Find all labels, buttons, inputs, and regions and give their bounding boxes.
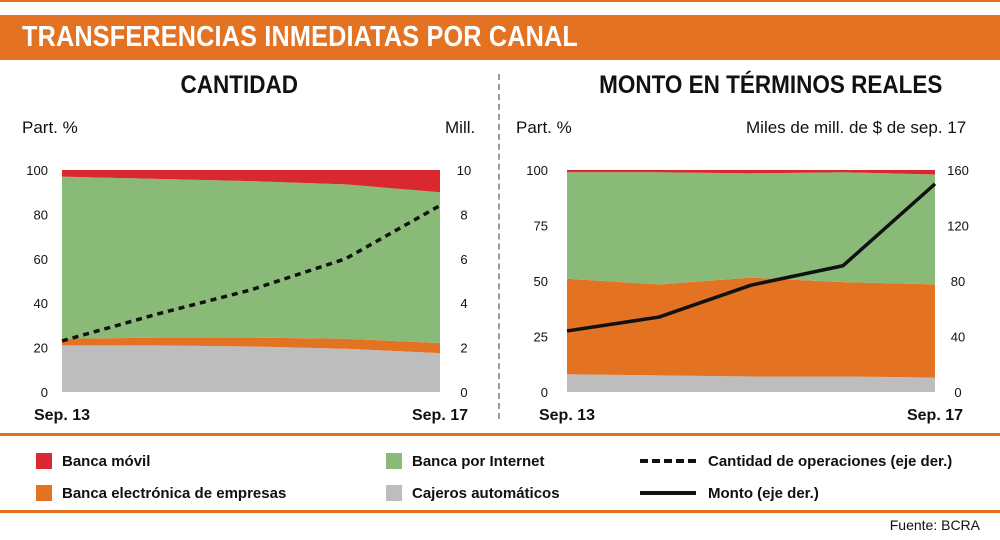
banca-movil-swatch [36, 453, 52, 469]
monto-area-banca-por-internet [567, 172, 935, 285]
cantidad-right-tick-label: 6 [460, 252, 467, 267]
cantidad-right-tick-label: 10 [457, 163, 471, 178]
monto-right-tick-label: 120 [947, 219, 969, 234]
monto-line-monto-eje-der [566, 182, 937, 333]
monto-left-tick-label: 0 [541, 385, 548, 400]
source-note: Fuente: BCRA [889, 517, 980, 533]
cantidad-x-tick-label: Sep. 17 [412, 407, 468, 424]
legend-cantidad-line-label: Cantidad de operaciones (eje der.) [708, 452, 953, 470]
cantidad-right-tick-label: 0 [460, 385, 467, 400]
left-chart-left-unit: Part. % [22, 118, 78, 137]
legend-banca-internet: Banca por Internet [386, 449, 545, 473]
legend-bottom-rule [0, 510, 1000, 513]
left-chart-right-unit: Mill. [445, 118, 476, 137]
cantidad-area-banca-electronica-de-empresas [62, 337, 440, 354]
monto-left-tick-label: 75 [534, 219, 548, 234]
top-rule [0, 0, 1000, 2]
legend-banca-movil: Banca móvil [36, 449, 150, 473]
monto-chart: 0 25 50 75 100 0 40 80 120 160 Sep. 13 Sep. 17 [526, 163, 969, 424]
monto-left-tick-label: 25 [534, 330, 548, 345]
monto-right-tick-label: 0 [954, 385, 961, 400]
monto-right-tick-label: 40 [951, 330, 965, 345]
monto-x-tick-label: Sep. 17 [907, 407, 963, 424]
left-panel-title: CANTIDAD [180, 71, 299, 99]
legend-cajeros: Cajeros automáticos [386, 481, 560, 505]
legend-banca-movil-label: Banca móvil [62, 452, 151, 470]
legend-monto-line-label: Monto (eje der.) [708, 484, 819, 502]
legend-banca-internet-label: Banca por Internet [412, 452, 545, 470]
cantidad-area-cajeros-automaticos [62, 345, 440, 392]
title-banner: TRANSFERENCIAS INMEDIATAS POR CANAL [0, 15, 1000, 60]
cantidad-right-tick-label: 2 [460, 341, 467, 356]
monto-area-cajeros-automaticos [567, 374, 935, 392]
banca-empresas-swatch [36, 485, 52, 501]
legend-top-rule [0, 433, 1000, 436]
cantidad-right-tick-label: 4 [460, 296, 467, 311]
cantidad-left-tick-label: 40 [34, 296, 48, 311]
monto-left-tick-label: 50 [534, 274, 548, 289]
cantidad-right-tick-label: 8 [460, 207, 467, 222]
monto-area-banca-electronica-de-empresas [567, 277, 935, 378]
panel-divider [498, 74, 500, 419]
banca-internet-swatch [386, 453, 402, 469]
cantidad-left-tick-label: 60 [34, 252, 48, 267]
cantidad-area-banca-por-internet [62, 176, 440, 344]
right-chart-left-unit: Part. % [516, 118, 572, 137]
cajeros-swatch [386, 485, 402, 501]
legend-banca-empresas-label: Banca electrónica de empresas [62, 484, 287, 502]
right-chart-right-unit: Miles de mill. de $ de sep. 17 [746, 118, 967, 137]
cantidad-left-tick-label: 20 [34, 341, 48, 356]
monto-area-banca-movil [567, 170, 935, 175]
main-title: TRANSFERENCIAS INMEDIATAS POR CANAL [22, 21, 579, 53]
legend-monto-line: Monto (eje der.) [640, 481, 819, 505]
legend-cajeros-label: Cajeros automáticos [412, 484, 560, 502]
dashed-line-swatch [640, 459, 696, 463]
cantidad-area-banca-movil [62, 170, 440, 193]
cantidad-left-tick-label: 100 [26, 163, 48, 178]
right-panel-title: MONTO EN TÉRMINOS REALES [599, 71, 943, 99]
cantidad-left-tick-label: 80 [34, 207, 48, 222]
solid-line-swatch [640, 491, 696, 495]
legend-cantidad-line: Cantidad de operaciones (eje der.) [640, 449, 952, 473]
cantidad-chart: 0 20 40 60 80 100 0 2 4 6 8 10 Sep. 13 Sep. 17 [26, 163, 471, 424]
monto-right-tick-label: 80 [951, 274, 965, 289]
monto-right-tick-label: 160 [947, 163, 969, 178]
monto-x-tick-label: Sep. 13 [539, 407, 595, 424]
legend-banca-empresas: Banca electrónica de empresas [36, 481, 286, 505]
monto-left-tick-label: 100 [526, 163, 548, 178]
cantidad-x-tick-label: Sep. 13 [34, 407, 90, 424]
cantidad-left-tick-label: 0 [41, 385, 48, 400]
cantidad-line-cantidad-de-operaciones-eje-der [61, 203, 441, 343]
